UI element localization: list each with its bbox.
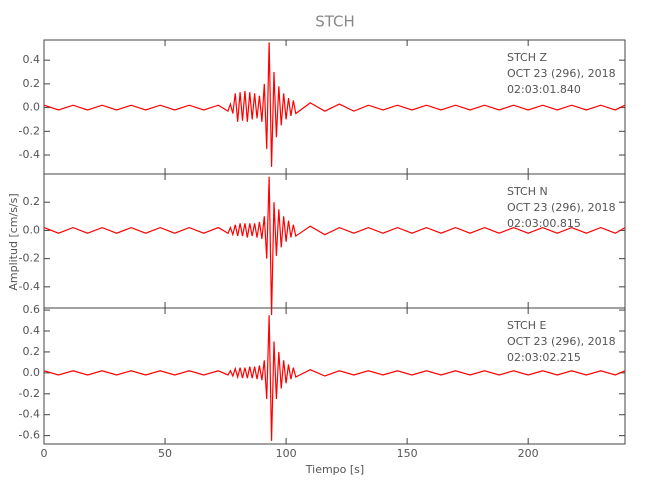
panel-frame (43, 307, 626, 445)
y-tick-label: -0.2 (19, 252, 40, 265)
annotation: 02:03:02.215 (507, 351, 581, 364)
y-tick-label: 0.0 (23, 101, 41, 114)
annotation: STCH N (507, 185, 548, 198)
annotation: OCT 23 (296), 2018 (507, 335, 616, 348)
annotation: STCH Z (507, 51, 548, 64)
y-tick-label: 0.2 (23, 345, 41, 358)
y-tick-label: 0.0 (23, 223, 41, 236)
waveform (43, 315, 626, 441)
waveform (43, 42, 626, 167)
x-tick-label: 0 (41, 447, 48, 460)
y-tick-label: -0.2 (19, 387, 40, 400)
y-tick-label: -0.4 (19, 408, 40, 421)
y-tick-label: 0.0 (23, 366, 41, 379)
x-tick-label: 200 (518, 447, 539, 460)
y-axis-label: Amplitud [cm/s/s] (7, 193, 20, 290)
y-tick-label: 0.2 (23, 195, 41, 208)
annotation: OCT 23 (296), 2018 (507, 201, 616, 214)
annotation: 02:03:01.840 (507, 83, 581, 96)
y-tick-label: -0.4 (19, 280, 40, 293)
y-tick-label: 0.4 (23, 53, 41, 66)
waveform (43, 176, 626, 316)
y-tick-label: 0.4 (23, 324, 41, 337)
y-tick-label: -0.4 (19, 148, 40, 161)
chart-title: STCH (315, 13, 355, 31)
y-tick-label: -0.6 (19, 429, 40, 442)
y-tick-label: -0.2 (19, 124, 40, 137)
y-tick-label: 0.6 (23, 303, 41, 316)
annotation: STCH E (507, 319, 547, 332)
x-tick-label: 50 (158, 447, 172, 460)
x-tick-label: 100 (276, 447, 297, 460)
annotation: 02:03:00.815 (507, 217, 581, 230)
y-tick-label: 0.2 (23, 77, 41, 90)
x-tick-label: 150 (397, 447, 418, 460)
annotation: OCT 23 (296), 2018 (507, 67, 616, 80)
x-axis-label: Tiempo [s] (305, 463, 364, 476)
